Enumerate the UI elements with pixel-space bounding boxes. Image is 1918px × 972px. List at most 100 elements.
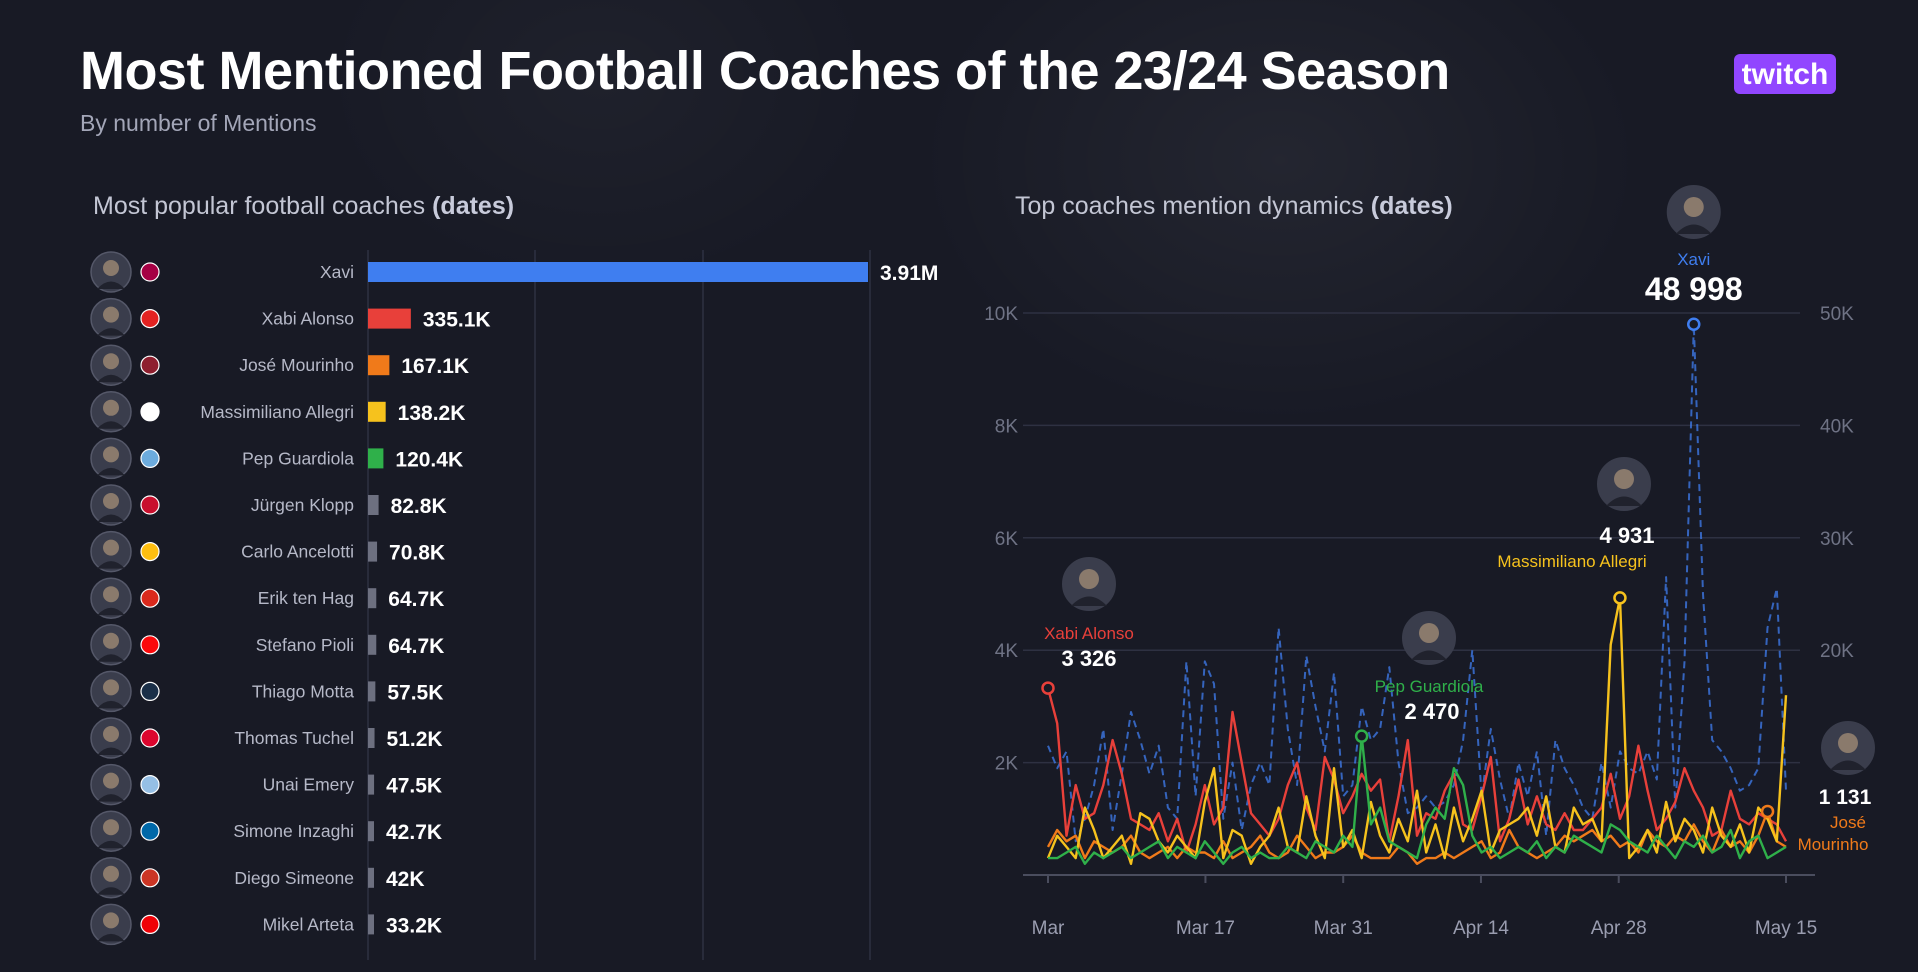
avatar-shoulders	[97, 514, 125, 522]
annotation-name: Xavi	[1677, 250, 1710, 269]
coach-avatar	[90, 857, 132, 899]
series-line-massimiliano-allegri	[1046, 596, 1788, 865]
club-badge-icon	[140, 262, 160, 282]
coach-avatar	[90, 391, 132, 433]
peak-marker	[1354, 729, 1369, 743]
coach-avatar	[1597, 457, 1651, 511]
y-left-tick-label: 2K	[995, 754, 1019, 775]
club-badge-icon	[140, 914, 160, 935]
bar	[368, 495, 379, 515]
bar	[368, 728, 375, 748]
avatar-head	[103, 865, 119, 882]
avatar-head	[103, 772, 119, 789]
club-badge-icon	[140, 309, 160, 329]
x-tick-label: May 15	[1755, 918, 1817, 939]
bar-category-label: Mikel Arteta	[263, 914, 355, 934]
avatar-shoulders	[97, 467, 125, 476]
avatar-shoulders	[97, 421, 125, 429]
bar-value-label: 47.5K	[386, 775, 442, 798]
avatar-shoulders	[97, 747, 125, 755]
logo-badge	[1734, 54, 1836, 94]
avatar-head	[103, 819, 119, 836]
coach-avatar	[1062, 557, 1116, 611]
bar-chart: Xavi 3.91M Xabi Alonso 335.1K José Mourinho 1…	[90, 250, 938, 960]
annotation-value: 2 470	[1404, 699, 1459, 724]
y-left-tick-label: 10K	[984, 304, 1018, 325]
avatar-head	[103, 679, 119, 696]
bar-value-label: 57.5K	[387, 681, 443, 704]
annotation-value: 3 326	[1061, 646, 1116, 671]
bar	[368, 634, 377, 655]
avatar-head	[103, 260, 119, 276]
coach-avatar	[90, 437, 132, 480]
avatar-head	[103, 399, 119, 416]
bar-category-label: Stefano Pioli	[256, 635, 354, 655]
avatar-head	[103, 632, 119, 649]
avatar-shoulders	[97, 607, 125, 616]
bar	[368, 914, 374, 935]
avatar-shoulders	[97, 654, 125, 662]
club-badge-icon	[140, 448, 160, 468]
coach-avatar	[90, 484, 132, 526]
bar-chart-title: Most popular football coaches (dates)	[93, 192, 514, 221]
bar-value-label: 33.2K	[386, 914, 442, 937]
avatar-shoulders	[1675, 224, 1712, 234]
bar-category-label: Erik ten Hag	[258, 588, 354, 608]
coach-avatar	[90, 810, 132, 852]
annotation-value: 1 131	[1819, 786, 1872, 809]
peak-marker	[1041, 681, 1055, 695]
club-badge-icon	[140, 541, 160, 562]
avatar-head	[1838, 733, 1858, 753]
bar-value-label: 42.7K	[386, 821, 442, 844]
avatar-shoulders	[1606, 496, 1642, 506]
bar-value-label: 167.1K	[401, 355, 469, 378]
bar-value-label: 51.2K	[387, 728, 443, 751]
peak-marker	[1687, 317, 1701, 332]
page-title: Most Mentioned Football Coaches of the 2…	[80, 41, 1450, 101]
annotation-name: Massimiliano Allegri	[1497, 552, 1646, 571]
x-tick-label: Mar 31	[1314, 918, 1373, 939]
club-badge-icon	[140, 402, 160, 422]
peak-marker	[1613, 591, 1627, 605]
bar-chart-title-text: Most popular football coaches	[93, 192, 426, 220]
y-left-tick-label: 6K	[995, 529, 1019, 550]
avatar-head	[103, 586, 119, 603]
coach-avatar	[90, 670, 132, 713]
club-badge-icon	[140, 774, 160, 795]
avatar-shoulders	[97, 561, 125, 569]
avatar-head	[103, 912, 119, 929]
bar-category-label: Carlo Ancelotti	[241, 542, 354, 562]
peak-marker	[1760, 804, 1775, 819]
bar-value-label: 70.8K	[389, 542, 445, 565]
bar-value-label: 42K	[386, 868, 425, 891]
y-right-tick-label: 30K	[1820, 529, 1854, 550]
avatar-head	[103, 539, 119, 556]
club-badge-icon	[140, 355, 160, 375]
y-right-tick-label: 20K	[1820, 641, 1854, 662]
coach-avatar	[90, 251, 132, 293]
bar	[368, 401, 386, 422]
bar-category-label: Thomas Tuchel	[234, 728, 354, 748]
bar-category-label: Unai Emery	[263, 775, 355, 795]
bar	[368, 355, 390, 376]
bar	[368, 774, 375, 795]
avatar-shoulders	[97, 700, 125, 709]
annotation-name: Mourinho	[1798, 835, 1869, 854]
avatar-head	[1614, 469, 1634, 489]
coach-avatar	[90, 717, 132, 759]
bar-category-label: Simone Inzaghi	[233, 821, 354, 841]
x-tick-label: Apr 28	[1591, 918, 1647, 939]
bar-value-label: 82.8K	[391, 495, 447, 518]
avatar-shoulders	[97, 794, 125, 802]
bar-category-label: Pep Guardiola	[242, 448, 354, 468]
club-badge-icon	[140, 495, 160, 515]
club-badge-icon	[140, 821, 160, 841]
bar-value-label: 120.4K	[395, 448, 463, 471]
avatar-head	[103, 726, 119, 742]
annotation-name: Pep Guardiola	[1375, 677, 1484, 696]
club-badge-icon	[140, 681, 160, 702]
coach-avatar	[1666, 185, 1721, 239]
coach-avatar	[90, 297, 132, 340]
bar	[368, 448, 384, 469]
